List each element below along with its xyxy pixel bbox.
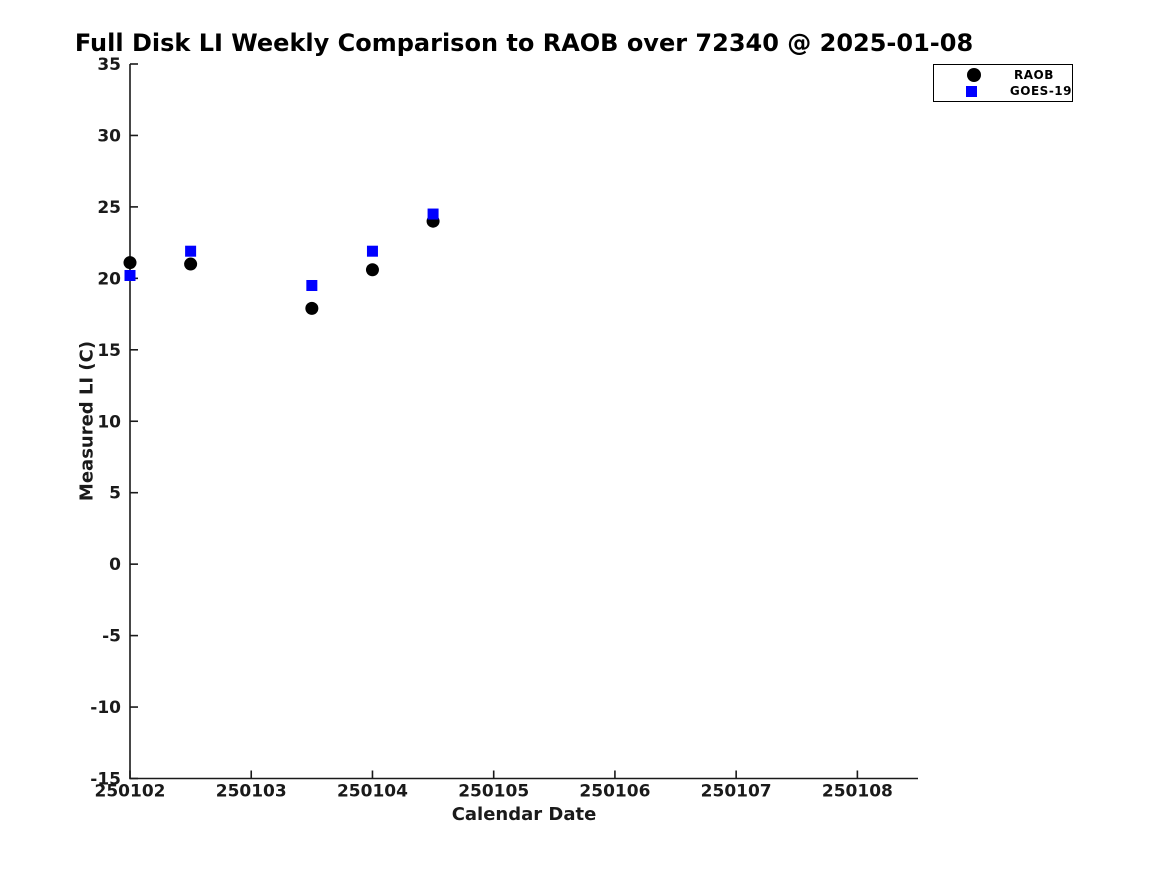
legend-marker-cell — [934, 68, 1014, 82]
x-axis-label: Calendar Date — [451, 804, 597, 825]
x-tick-label: 250106 — [579, 782, 650, 802]
y-tick-label: 5 — [109, 484, 121, 504]
legend: RAOB GOES-19 — [933, 64, 1073, 102]
goes19-square-marker-icon — [966, 85, 978, 97]
y-tick-label: 10 — [97, 412, 121, 432]
y-tick-label: 20 — [97, 269, 121, 289]
data-point-goes-19 — [306, 279, 318, 291]
y-tick-label: 35 — [97, 55, 121, 75]
y-tick-label: 25 — [97, 198, 121, 218]
data-point-goes-19 — [366, 245, 378, 257]
data-point-goes-19 — [185, 245, 197, 257]
y-tick-label: -5 — [102, 627, 121, 647]
legend-marker-cell — [934, 85, 1010, 97]
data-point-raob — [123, 256, 137, 270]
data-point-raob — [365, 263, 379, 277]
legend-item-raob: RAOB — [934, 67, 1072, 83]
x-tick-label: 250108 — [822, 782, 893, 802]
axis-spines — [129, 64, 918, 780]
data-point-raob — [184, 257, 198, 271]
data-point-goes-19 — [124, 269, 136, 281]
y-tick-label: -10 — [90, 698, 121, 718]
x-tick-label: 250102 — [95, 782, 166, 802]
x-tick-label: 250104 — [337, 782, 408, 802]
legend-label-raob: RAOB — [1014, 68, 1054, 82]
y-tick-label: 15 — [97, 341, 121, 361]
legend-label-goes19: GOES-19 — [1009, 84, 1072, 98]
x-tick-label: 250103 — [216, 782, 287, 802]
chart-title: Full Disk LI Weekly Comparison to RAOB o… — [74, 29, 974, 57]
raob-circle-marker-icon — [967, 68, 981, 82]
y-tick-label: 0 — [109, 555, 121, 575]
data-point-goes-19 — [427, 208, 439, 220]
data-point-raob — [305, 301, 319, 315]
y-tick-label: -15 — [90, 770, 121, 790]
x-tick-label: 250107 — [701, 782, 772, 802]
y-tick-label: 30 — [97, 126, 121, 146]
x-tick-label: 250105 — [458, 782, 529, 802]
legend-item-goes19: GOES-19 — [934, 83, 1072, 99]
